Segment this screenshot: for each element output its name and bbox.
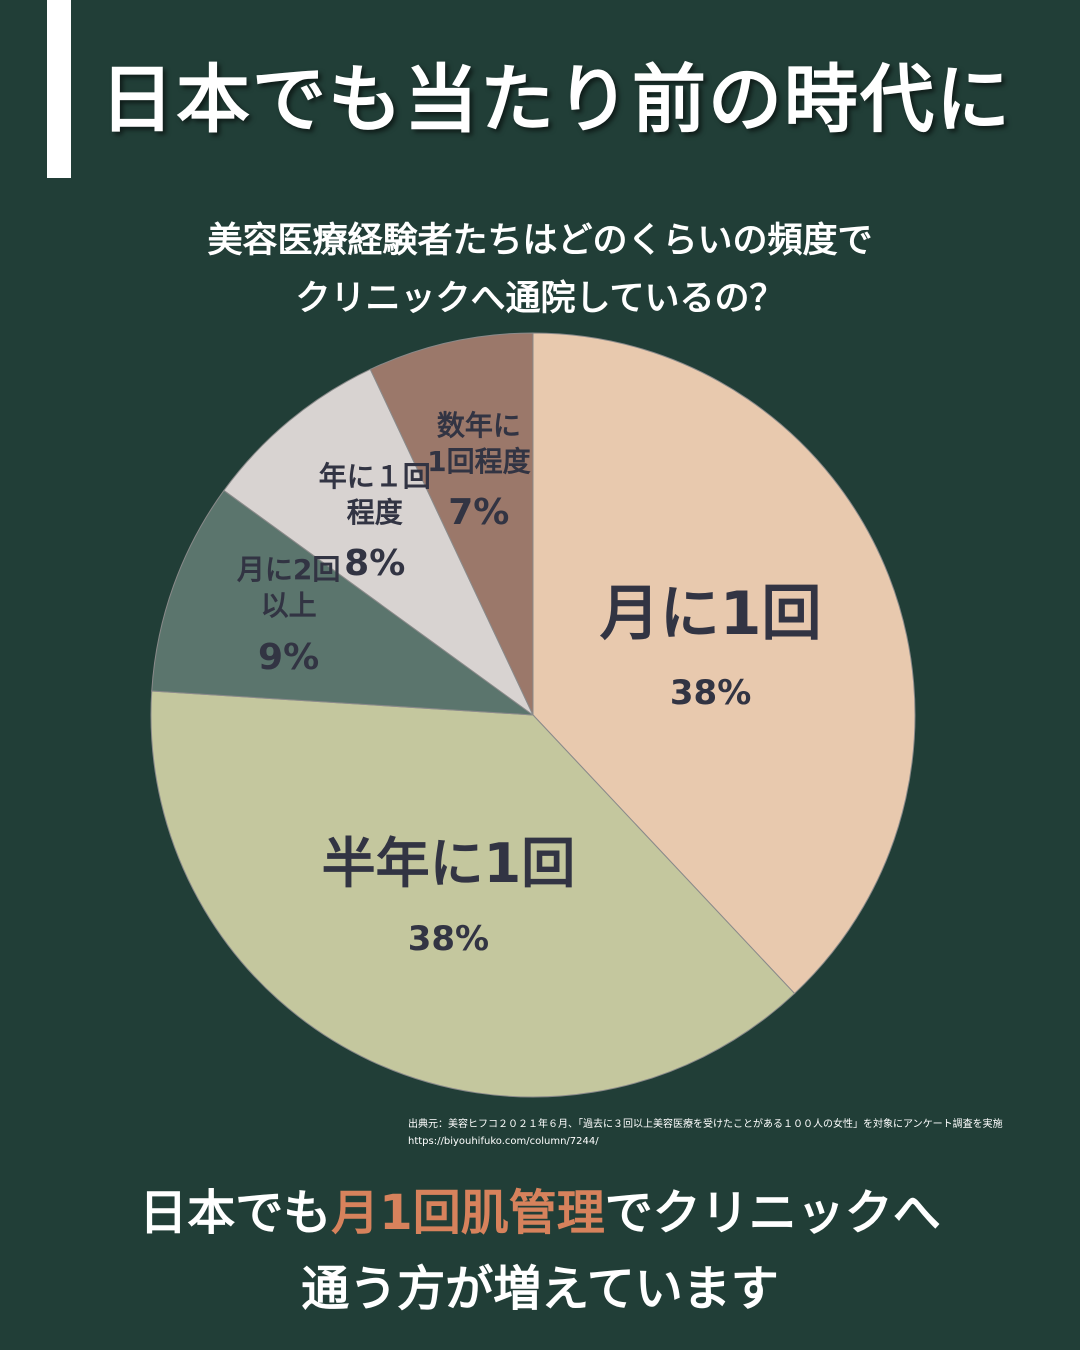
footer-text-1: 日本でも [139, 1185, 332, 1241]
slice-half-yearly-label: 半年に1回 38% [322, 829, 576, 961]
slice-category-label: 月に2回 以上 [236, 553, 341, 623]
slice-category-label: 数年に 1回程度 [427, 408, 531, 479]
slice-percent-label: 9% [258, 636, 320, 678]
slice-percent-label: 38% [407, 918, 490, 959]
source-url: https://biyouhifuko.com/column/7244/ [408, 1136, 599, 1147]
slice-category-label: 月に1回 [599, 578, 822, 649]
footer-highlight: 月1回肌管理 [331, 1185, 605, 1241]
chart-question: 美容医療経験者たちはどのくらいの頻度で クリニックへ通院しているの？ [0, 212, 1080, 328]
question-line-1: 美容医療経験者たちはどのくらいの頻度で [207, 221, 873, 261]
slice-yearly-label: 年に１回 程度 8% [319, 459, 431, 589]
slice-few-years [369, 332, 534, 716]
footer-text-2: でクリニックへ [604, 1185, 941, 1241]
page-title: 日本でも当たり前の時代に [100, 57, 1012, 143]
question-line-2: クリニックへ通院しているの？ [295, 279, 785, 319]
slice-percent-label: 8% [344, 543, 406, 585]
slice-half-yearly [150, 690, 796, 1098]
slice-twice-monthly [151, 489, 535, 716]
slice-category-label: 年に１回 程度 [318, 459, 431, 530]
slice-yearly [223, 368, 534, 716]
slice-monthly-label: 月に1回 38% [600, 575, 822, 715]
slice-percent-label: 7% [448, 492, 510, 534]
source-text: 出典元：美容ヒフコ２０２１年６月、「過去に３回以上美容医療を受けたことがある１０… [408, 1119, 1003, 1130]
slice-category-label: 半年に1回 [321, 831, 576, 895]
footer-message: 日本でも月1回肌管理でクリニックへ 通う方が増えています [0, 1175, 1080, 1327]
slice-monthly [532, 332, 916, 995]
slice-few-years-label: 数年に 1回程度 7% [427, 408, 530, 538]
title-accent-bar [47, 0, 71, 178]
footer-line-1: 日本でも月1回肌管理でクリニックへ [0, 1175, 1080, 1251]
footer-line-2: 通う方が増えています [301, 1261, 779, 1317]
slice-percent-label: 38% [669, 672, 752, 713]
source-citation: 出典元：美容ヒフコ２０２１年６月、「過去に３回以上美容医療を受けたことがある１０… [408, 1116, 1068, 1150]
slice-twice-monthly-label: 月に2回 以上 9% [237, 552, 340, 682]
